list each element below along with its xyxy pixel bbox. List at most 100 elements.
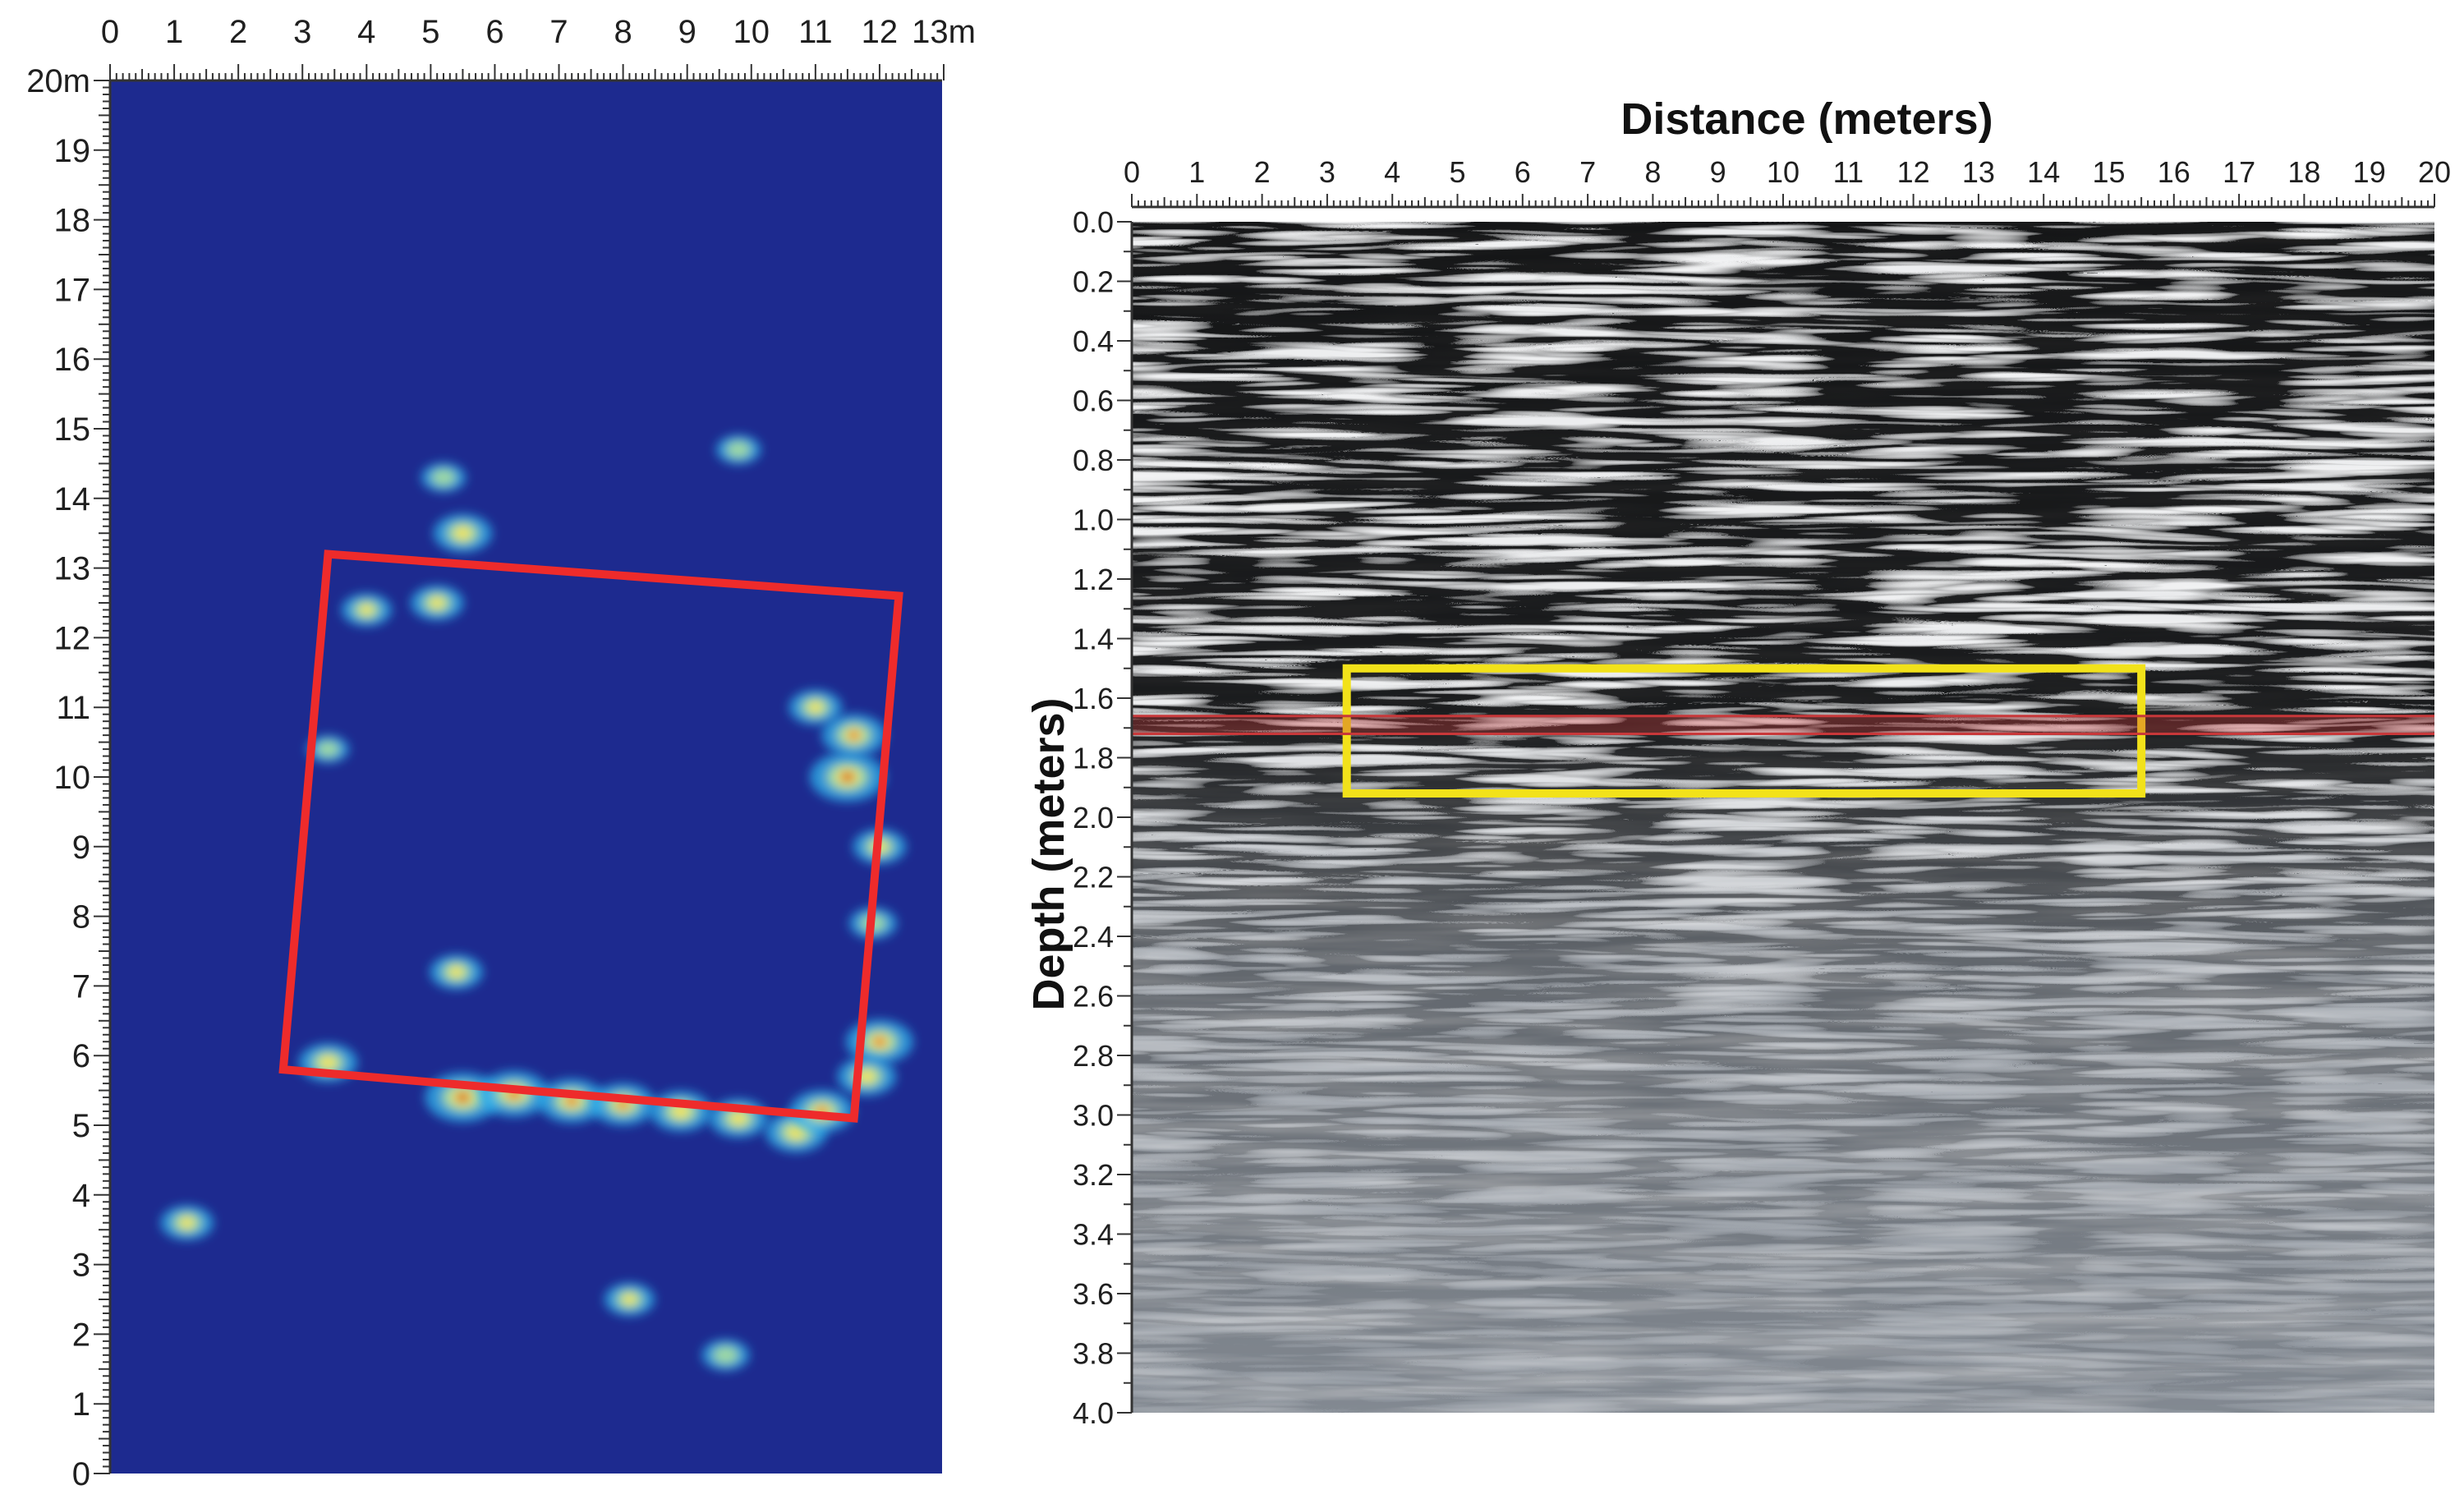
x-tick-label: 3 (293, 14, 311, 50)
y-tick-label: 1.0 (1073, 503, 1114, 537)
slice-map-hotspots (160, 434, 913, 1371)
y-tick-label: 4 (72, 1178, 90, 1214)
x-tick-label: 11 (798, 14, 833, 50)
x-tick-label: 18 (2287, 155, 2320, 189)
y-tick-label: 1.8 (1073, 742, 1114, 775)
y-tick-label: 5 (72, 1108, 90, 1144)
y-tick-label: 11 (56, 690, 90, 726)
radargram-annotations (1132, 664, 2434, 798)
y-tick-label: 10 (54, 760, 91, 796)
slice-map-x-axis: 0 1 2 3 4 5 6 7 8 9 10 11 12 13m (101, 14, 976, 82)
y-tick-label: 3.0 (1073, 1099, 1114, 1133)
x-tick-label: 20 (2418, 155, 2451, 189)
x-tick-label: 1 (165, 14, 183, 50)
x-tick-label: 0 (101, 14, 119, 50)
x-tick-label: 9 (1710, 155, 1726, 189)
hotspot (809, 752, 885, 802)
y-tick-label: 3.4 (1073, 1218, 1114, 1252)
y-tick-label: 0.4 (1073, 324, 1114, 358)
y-tick-label: 18 (54, 203, 91, 239)
hotspot (650, 1091, 712, 1132)
y-tick-label: 19 (54, 133, 91, 169)
x-tick-label: 5 (421, 14, 439, 50)
x-tick-label: 12 (1897, 155, 1930, 189)
y-tick-label: 1.4 (1073, 623, 1114, 656)
hotspot (410, 585, 464, 621)
x-tick-label: 3 (1319, 155, 1335, 189)
radargram-y-axis: 0.0 0.2 0.4 0.6 0.8 1.0 1.2 1.4 1.6 1.8 2.0 2.2 2.4 2… (1073, 205, 1133, 1430)
x-tick-label: 6 (485, 14, 503, 50)
y-tick-label: 3 (72, 1248, 90, 1284)
radargram-panel: 0 1 2 3 4 5 6 7 8 9 10 11 12 13 14 15 16 17 18 19 20 0.00.20… (1024, 94, 2451, 1430)
x-tick-label: 4 (1384, 155, 1400, 189)
x-tick-label: 10 (733, 14, 770, 50)
y-tick-label: 2.6 (1073, 980, 1114, 1014)
x-tick-label: 17 (2223, 155, 2255, 189)
x-tick-label: 12 (862, 14, 899, 50)
annotation-yellow-box (1342, 664, 2146, 798)
x-tick-label: 15 (2092, 155, 2125, 189)
x-axis-title: Distance (meters) (1620, 94, 1993, 144)
x-tick-label: 7 (1579, 155, 1596, 189)
y-tick-label: 6 (72, 1038, 90, 1074)
y-tick-label: 8 (72, 899, 90, 936)
slice-map-panel: 0 1 2 3 4 5 6 7 8 9 10 11 12 13m 01234567891011121314… (26, 14, 976, 1492)
annotation-red-band (1132, 715, 2434, 734)
y-tick-label: 2.8 (1073, 1039, 1114, 1073)
x-tick-label: 6 (1515, 155, 1531, 189)
x-tick-label: 7 (549, 14, 568, 50)
x-tick-label: 8 (614, 14, 632, 50)
y-tick-label: 12 (54, 620, 91, 656)
y-tick-label: 3.8 (1073, 1337, 1114, 1371)
x-tick-label: 2 (1254, 155, 1271, 189)
hotspot (341, 593, 393, 627)
x-tick-label: 10 (1767, 155, 1800, 189)
hotspot (788, 690, 843, 725)
y-tick-label: 15 (54, 411, 91, 448)
y-tick-label: 0.2 (1073, 265, 1114, 299)
x-tick-label: 0 (1124, 155, 1140, 189)
hotspot (433, 513, 493, 553)
y-tick-label: 1 (72, 1386, 90, 1423)
y-tick-label: 0.6 (1073, 384, 1114, 418)
y-tick-label: 2.2 (1073, 861, 1114, 894)
y-tick-label: 0 (72, 1456, 90, 1492)
y-tick-label: 7 (72, 968, 90, 1005)
y-tick-label: 4.0 (1073, 1396, 1114, 1430)
hotspot (715, 434, 761, 465)
hotspot (421, 462, 467, 493)
hotspot (430, 954, 484, 990)
hotspot (160, 1205, 214, 1240)
x-tick-label: 2 (229, 14, 247, 50)
y-tick-label: 0.0 (1073, 205, 1114, 239)
x-tick-label: 13m (912, 14, 976, 50)
x-tick-label: 19 (2353, 155, 2386, 189)
radargram-texture (1132, 222, 2434, 1413)
slice-map-background (110, 80, 942, 1474)
x-tick-label: 9 (678, 14, 696, 50)
hotspot (306, 735, 350, 763)
x-tick-label: 8 (1644, 155, 1661, 189)
y-tick-label: 20m (26, 63, 90, 99)
x-tick-label: 13 (1962, 155, 1995, 189)
hotspot (604, 1282, 655, 1317)
x-tick-label: 14 (2027, 155, 2060, 189)
y-tick-label: 13 (54, 551, 91, 587)
radargram-x-axis: 0 1 2 3 4 5 6 7 8 9 10 11 12 13 14 15 16 17 18 19 20 (1124, 155, 2451, 209)
y-tick-label: 17 (54, 272, 91, 308)
y-tick-label: 1.6 (1073, 682, 1114, 715)
y-tick-label: 1.2 (1073, 563, 1114, 596)
y-tick-label: 2.0 (1073, 801, 1114, 834)
x-tick-label: 4 (357, 14, 375, 50)
y-tick-label: 16 (54, 342, 91, 378)
hotspot (821, 714, 886, 756)
y-tick-label: 14 (54, 481, 91, 517)
y-tick-label: 3.2 (1073, 1158, 1114, 1192)
y-tick-label: 2.4 (1073, 920, 1114, 954)
x-tick-label: 1 (1188, 155, 1205, 189)
y-tick-label: 2 (72, 1317, 90, 1353)
hotspot (701, 1339, 750, 1371)
